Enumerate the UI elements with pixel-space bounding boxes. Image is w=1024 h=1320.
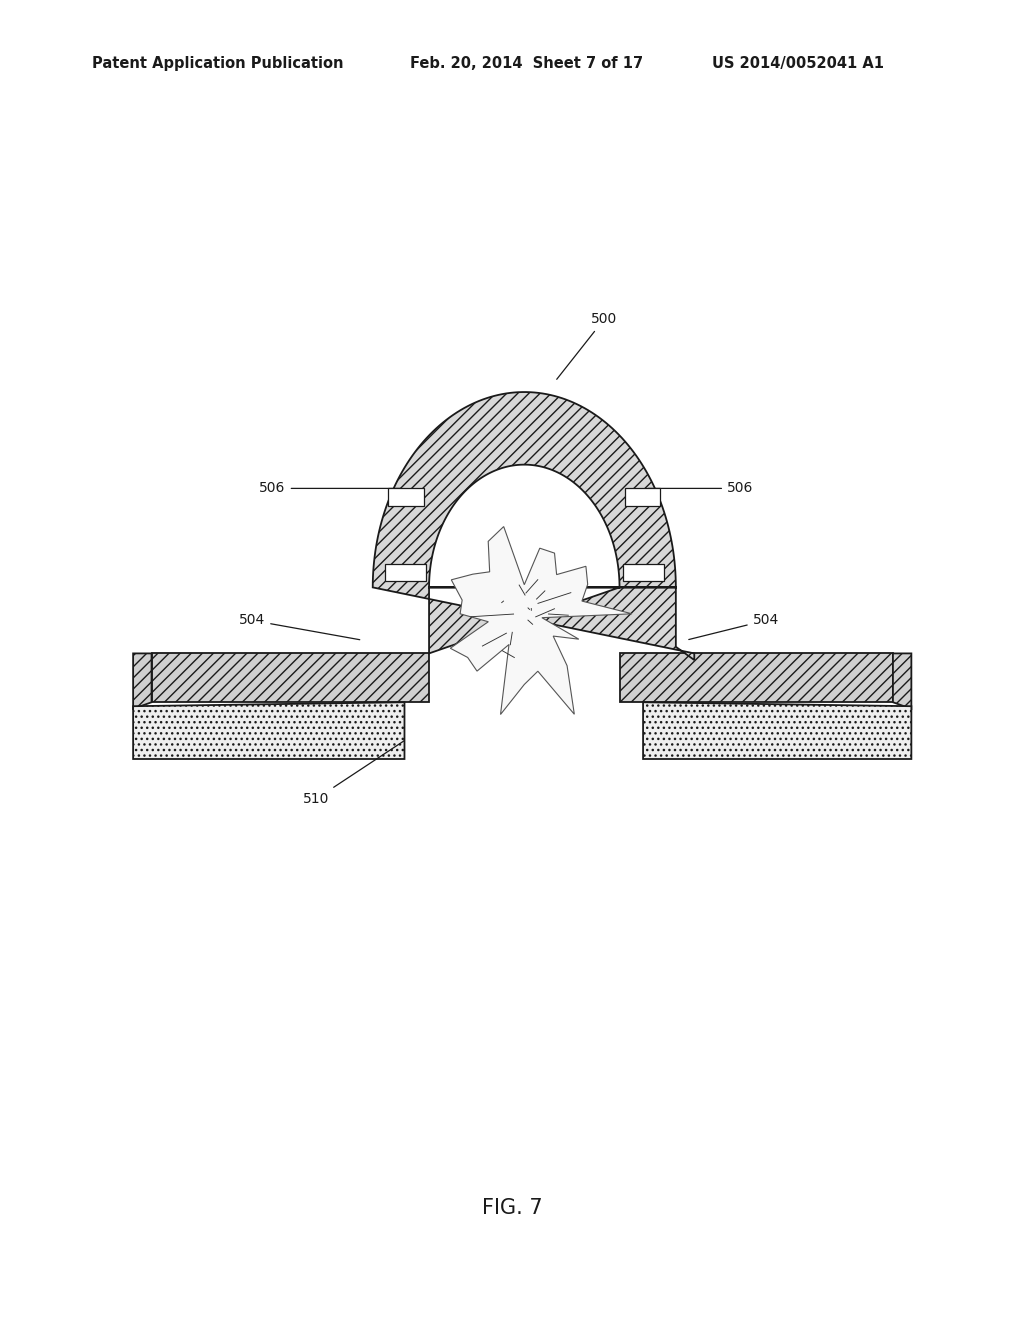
Polygon shape (133, 653, 152, 709)
Text: US 2014/0052041 A1: US 2014/0052041 A1 (712, 55, 884, 71)
Text: 504: 504 (239, 614, 359, 640)
Text: 506: 506 (259, 482, 400, 495)
Polygon shape (152, 653, 429, 702)
Text: 510: 510 (303, 741, 404, 805)
Polygon shape (388, 488, 424, 506)
Polygon shape (133, 702, 404, 759)
Polygon shape (385, 564, 426, 581)
Polygon shape (643, 702, 911, 759)
Polygon shape (893, 653, 911, 709)
Text: 504: 504 (689, 614, 779, 639)
Polygon shape (620, 653, 893, 702)
Text: 500: 500 (557, 313, 617, 379)
Text: Patent Application Publication: Patent Application Publication (92, 55, 344, 71)
Text: FIG. 7: FIG. 7 (481, 1197, 543, 1218)
Text: Feb. 20, 2014  Sheet 7 of 17: Feb. 20, 2014 Sheet 7 of 17 (410, 55, 643, 71)
Polygon shape (623, 564, 664, 581)
Text: 506: 506 (648, 482, 754, 495)
Polygon shape (625, 488, 660, 506)
Polygon shape (451, 527, 632, 714)
Polygon shape (373, 392, 694, 660)
